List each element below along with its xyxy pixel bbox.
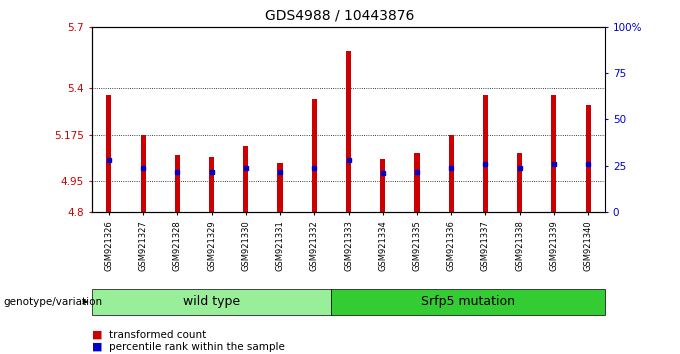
Bar: [106, 95, 112, 212]
Bar: [585, 105, 591, 212]
Bar: [311, 99, 317, 212]
Text: transformed count: transformed count: [109, 330, 206, 339]
Bar: [346, 51, 351, 212]
Bar: [175, 155, 180, 212]
Bar: [483, 95, 488, 212]
Text: GDS4988 / 10443876: GDS4988 / 10443876: [265, 9, 415, 23]
Bar: [551, 95, 556, 212]
Bar: [414, 153, 420, 212]
Text: percentile rank within the sample: percentile rank within the sample: [109, 342, 285, 352]
Bar: [209, 156, 214, 212]
Bar: [277, 163, 283, 212]
Bar: [449, 135, 454, 212]
Bar: [141, 135, 146, 212]
Bar: [243, 146, 248, 212]
Text: ■: ■: [92, 330, 102, 339]
Text: genotype/variation: genotype/variation: [3, 297, 103, 307]
Text: Srfp5 mutation: Srfp5 mutation: [422, 295, 515, 308]
Text: ■: ■: [92, 342, 102, 352]
Text: wild type: wild type: [183, 295, 240, 308]
Bar: [517, 153, 522, 212]
Bar: [380, 159, 386, 212]
